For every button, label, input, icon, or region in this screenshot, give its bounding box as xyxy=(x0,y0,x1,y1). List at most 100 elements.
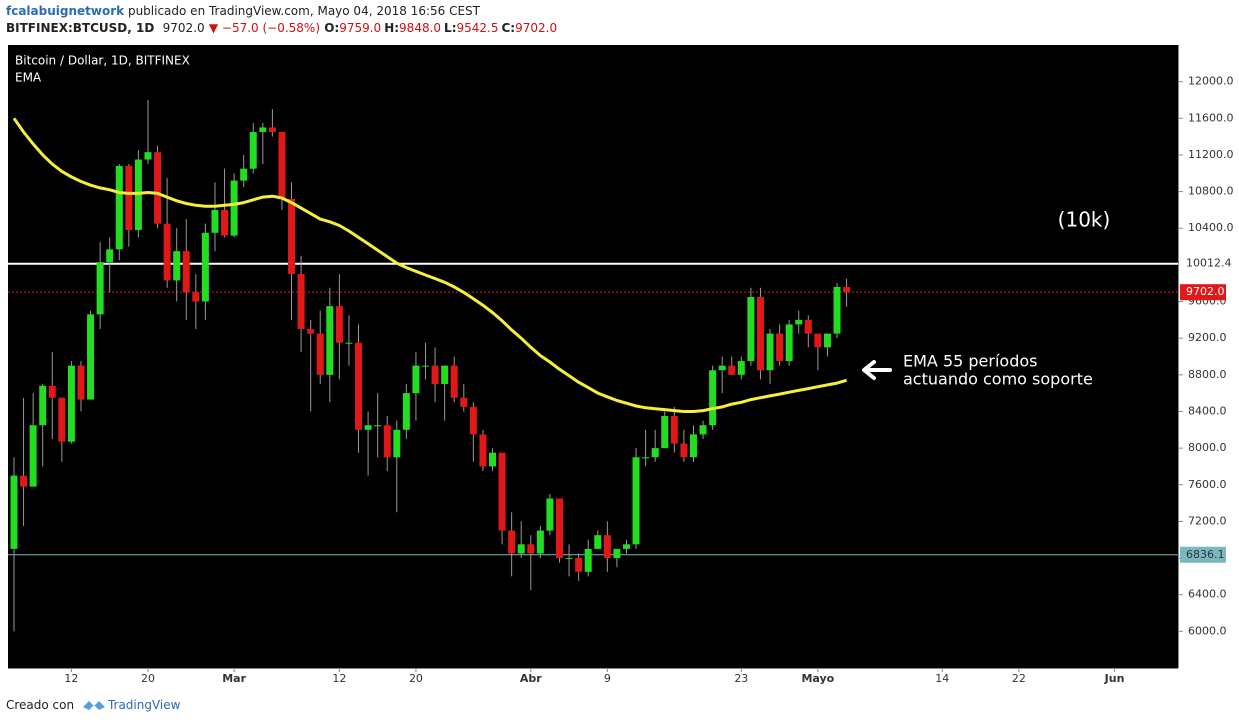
candle-body xyxy=(230,180,238,236)
candle-body xyxy=(555,498,563,559)
annotation-arrow xyxy=(862,360,892,380)
candle-body xyxy=(651,448,659,458)
candle-body xyxy=(173,251,181,281)
candle-body xyxy=(498,452,506,531)
candle-body xyxy=(441,365,449,384)
x-tick-label: Abr xyxy=(520,672,542,685)
price-level-label: 6836.1 xyxy=(1186,548,1225,561)
x-tick-label: 12 xyxy=(64,672,78,685)
candle-body xyxy=(804,319,812,334)
footer-text: Creado con xyxy=(6,698,75,712)
candle-body xyxy=(58,397,66,442)
candle-body xyxy=(125,165,133,231)
ohlc-label: H: xyxy=(384,21,400,35)
candle-body xyxy=(575,558,583,572)
candle-body xyxy=(823,333,831,348)
price-level-label: 10012.4 xyxy=(1186,257,1232,270)
candle-body xyxy=(584,548,592,572)
candle-body xyxy=(622,544,630,549)
candle-body xyxy=(115,165,123,250)
symbol: BITFINEX:BTCUSD, 1D xyxy=(6,21,155,35)
price-level-tag xyxy=(1180,546,1226,563)
candle-body xyxy=(383,425,391,458)
candle-body xyxy=(278,132,286,199)
candle-body xyxy=(422,365,430,367)
plot-background xyxy=(8,45,1178,668)
annotation: (10k) xyxy=(1058,208,1111,232)
candle-body xyxy=(20,475,28,487)
ohlc-value: 9702.0 xyxy=(515,21,558,35)
candle-body xyxy=(412,365,420,394)
change: ▼ −57.0 (−0.58%) xyxy=(208,21,321,35)
candle-body xyxy=(776,333,784,362)
y-tick-label: 11200.0 xyxy=(1188,148,1234,161)
legend-entry: EMA xyxy=(15,71,42,85)
candle-body xyxy=(489,452,496,467)
x-tick-label: 20 xyxy=(409,672,423,685)
candle-body xyxy=(517,544,525,554)
candle-body xyxy=(814,333,822,348)
y-tick-label: 10400.0 xyxy=(1188,221,1234,234)
ohlc-value: 9542.5 xyxy=(456,21,499,35)
candle-body xyxy=(833,286,841,334)
candle-body xyxy=(689,434,697,458)
y-tick-label: 7200.0 xyxy=(1188,514,1227,527)
x-tick-label: Mar xyxy=(222,672,246,685)
y-tick-label: 10800.0 xyxy=(1188,185,1234,198)
candle-body xyxy=(297,274,305,330)
ohlc-value: 9848.0 xyxy=(399,21,442,35)
y-tick-label: 8400.0 xyxy=(1188,404,1227,417)
candle-body xyxy=(39,385,47,426)
x-tick-label: 9 xyxy=(604,672,611,685)
candle-body xyxy=(632,457,640,545)
candle-body xyxy=(29,425,37,487)
candle-body xyxy=(335,306,343,343)
candle-body xyxy=(527,544,535,554)
candle-body xyxy=(221,209,229,236)
y-tick-label: 9200.0 xyxy=(1188,331,1227,344)
candle-body xyxy=(843,286,851,293)
candle-body xyxy=(460,397,468,407)
candle-body xyxy=(182,251,190,293)
candle-body xyxy=(479,434,487,467)
candle-body xyxy=(307,329,315,334)
candle-body xyxy=(240,168,248,181)
candle-body xyxy=(670,416,678,444)
x-tick-label: 12 xyxy=(332,672,346,685)
last-price: 9702.0 xyxy=(162,21,205,35)
y-tick-label: 7600.0 xyxy=(1188,478,1227,491)
footer-brand[interactable]: TradingView xyxy=(107,698,181,712)
candle-body xyxy=(345,342,353,344)
candle-body xyxy=(154,152,162,224)
ohlc: O:9759.0 H:9848.0 L:9542.5 C:9702.0 xyxy=(324,21,560,35)
candle-body xyxy=(48,385,56,398)
candle-body xyxy=(709,370,717,426)
candle-body xyxy=(642,457,650,459)
candle-body xyxy=(67,365,75,442)
candle-body xyxy=(249,132,257,169)
candle-body xyxy=(737,361,745,375)
candle-body xyxy=(747,296,755,362)
candle-body xyxy=(718,365,726,371)
candle-body xyxy=(96,262,104,315)
y-tick-label: 11600.0 xyxy=(1188,111,1234,124)
candle-body xyxy=(106,249,114,263)
y-tick-label: 8000.0 xyxy=(1188,441,1227,454)
candle-body xyxy=(87,314,95,400)
y-tick-label: 8800.0 xyxy=(1188,368,1227,381)
candle-body xyxy=(613,548,621,559)
author[interactable]: fcalabuignetwork xyxy=(6,4,125,18)
candle-body xyxy=(402,393,410,430)
candle-body xyxy=(211,209,219,233)
candle-body xyxy=(603,535,611,559)
candle-body xyxy=(77,365,85,400)
candle-body xyxy=(450,365,458,398)
candle-body xyxy=(288,198,296,275)
candle-body xyxy=(546,498,554,531)
candle-body xyxy=(508,530,516,554)
candle-body xyxy=(144,152,152,160)
x-tick-label: 14 xyxy=(935,672,949,685)
candle-body xyxy=(795,319,803,325)
